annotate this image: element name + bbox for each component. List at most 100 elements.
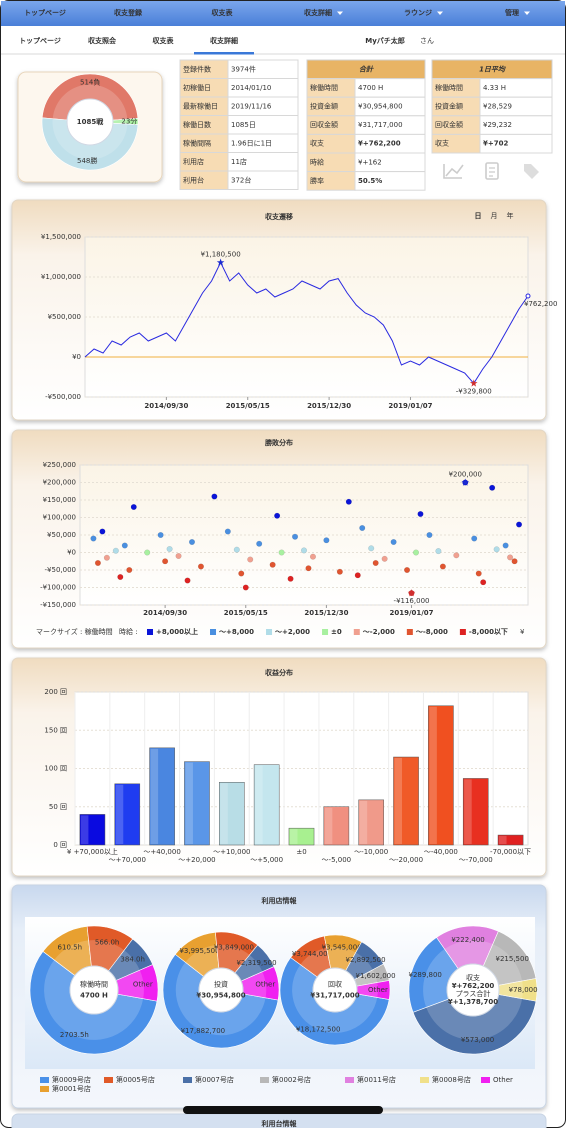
scatter-point: [345, 498, 352, 505]
highlight-star: [216, 258, 225, 266]
cell-label: 稼働日数: [183, 120, 211, 129]
nav-item[interactable]: 収支登録: [114, 8, 143, 17]
y-tick-label: -¥100,000: [40, 584, 76, 592]
slice-label: 566.0h: [95, 939, 119, 947]
scatter-point: [511, 558, 518, 565]
user-suffix: さん: [420, 37, 434, 45]
scatter-point: [197, 563, 204, 570]
range-button[interactable]: 月: [491, 212, 498, 220]
dropdown-arrow: [437, 11, 443, 15]
pie-center-label: 投資: [214, 980, 228, 989]
cell-value: 3974件: [231, 64, 256, 73]
legend-label: 第0011号店: [357, 1075, 396, 1084]
range-button[interactable]: 年: [507, 211, 514, 220]
scatter-point: [323, 537, 330, 544]
y-tick-label: ¥50,000: [47, 531, 76, 539]
chart-icon[interactable]: [443, 164, 464, 179]
bar-shine: [359, 800, 368, 844]
nav-item[interactable]: トップページ: [24, 8, 66, 17]
slice-shade: [326, 947, 356, 971]
scatter-point: [453, 552, 460, 559]
bar-shine: [289, 829, 298, 844]
x-tick-label: ～+5,000: [250, 856, 283, 864]
cell-label: 最新稼働日: [183, 101, 218, 110]
scatter-point: [301, 547, 308, 554]
slice-shade: [52, 84, 128, 121]
legend-label: +8,000以上: [156, 627, 198, 636]
slice-label: Other: [255, 981, 275, 989]
scatter-point: [475, 570, 482, 577]
y-tick-label: 50 回: [49, 803, 67, 811]
legend-label: ±0: [331, 628, 342, 636]
x-tick-label: ～-70,000: [459, 856, 493, 864]
slice-label: Other: [133, 980, 153, 988]
tag-icon[interactable]: [524, 164, 539, 179]
x-tick-label: 2015/12/30: [304, 609, 348, 617]
slice-shade: [423, 948, 459, 1008]
slice-label: 548勝: [77, 156, 97, 165]
bar-shine: [150, 748, 159, 844]
legend-swatch: [260, 1077, 269, 1083]
bar-shine: [464, 779, 472, 844]
slice-shade: [52, 118, 128, 160]
x-tick-label: ¥ +70,000以上: [67, 847, 118, 856]
clipboard-lines: [489, 167, 495, 177]
slice-shade: [54, 940, 92, 976]
cell-value: ¥28,529: [483, 103, 512, 111]
bar-shine: [185, 762, 193, 844]
cell-label: 勝率: [310, 176, 324, 185]
slice-label: 384.0h: [120, 956, 144, 964]
nav-item[interactable]: 管理: [505, 8, 519, 17]
cell-value: ¥29,232: [483, 121, 512, 129]
nav-item[interactable]: ラウンジ: [404, 8, 432, 17]
legend-label: 第0001号店: [52, 1084, 91, 1093]
dropdown-arrow: [524, 11, 530, 15]
pie-center-label: 回収: [328, 980, 342, 989]
clipboard-icon[interactable]: [485, 162, 499, 180]
cell-value: ¥+762,200: [358, 140, 401, 148]
scatter-point: [278, 549, 285, 556]
tab[interactable]: 収支照会: [88, 36, 117, 45]
cell-value: ¥31,717,000: [358, 121, 403, 129]
cell-label: 回収金額: [310, 120, 338, 129]
legend-swatch: [266, 629, 273, 635]
scatter-point: [274, 512, 281, 519]
active-tab-underline: [194, 52, 254, 55]
cell-label: 利用店: [183, 157, 204, 166]
scatter-point: [130, 504, 137, 511]
panel-title: 収支遷移: [265, 212, 293, 221]
y-tick-label: ¥250,000: [43, 461, 76, 469]
slice-label: ¥222,400: [451, 936, 484, 944]
nav-item[interactable]: 収支表: [212, 8, 234, 17]
cell-value: 372台: [231, 175, 251, 184]
scatter-point: [359, 525, 366, 532]
slice-label: ¥3,744,000: [292, 950, 332, 958]
y-tick-label: ¥0: [67, 549, 76, 557]
value-cell: [354, 171, 426, 191]
pie-center-label: 収支: [466, 973, 480, 982]
pie-center-label: 4700 H: [80, 992, 108, 1000]
tab[interactable]: 収支詳細: [210, 36, 238, 45]
action-icons[interactable]: [443, 162, 539, 180]
y-tick-label: 200 回: [44, 688, 67, 696]
scatter-point: [417, 511, 424, 518]
scatter-point: [256, 540, 263, 547]
pie-center-label: プラス合計: [456, 989, 491, 998]
cell-value: 4.33 H: [483, 84, 506, 92]
scatter-point: [166, 546, 173, 553]
y-tick-label: 150 回: [44, 726, 67, 734]
range-button[interactable]: 日: [475, 212, 482, 220]
nav-item[interactable]: 収支詳細: [304, 8, 332, 17]
scatter-point: [103, 554, 110, 561]
x-tick-label: 2014/09/30: [144, 402, 188, 410]
legend-swatch: [420, 1077, 429, 1083]
cell-value: 11店: [231, 158, 247, 166]
tab[interactable]: 収支表: [153, 36, 175, 45]
scatter-point: [292, 533, 299, 540]
pie-center-label: ¥+1,378,700: [448, 998, 498, 1006]
slice-shade: [354, 969, 378, 987]
bar-shine: [499, 836, 507, 844]
legend-label: 第0008号店: [432, 1075, 471, 1084]
bar: [323, 806, 350, 846]
tab[interactable]: トップページ: [19, 36, 61, 45]
